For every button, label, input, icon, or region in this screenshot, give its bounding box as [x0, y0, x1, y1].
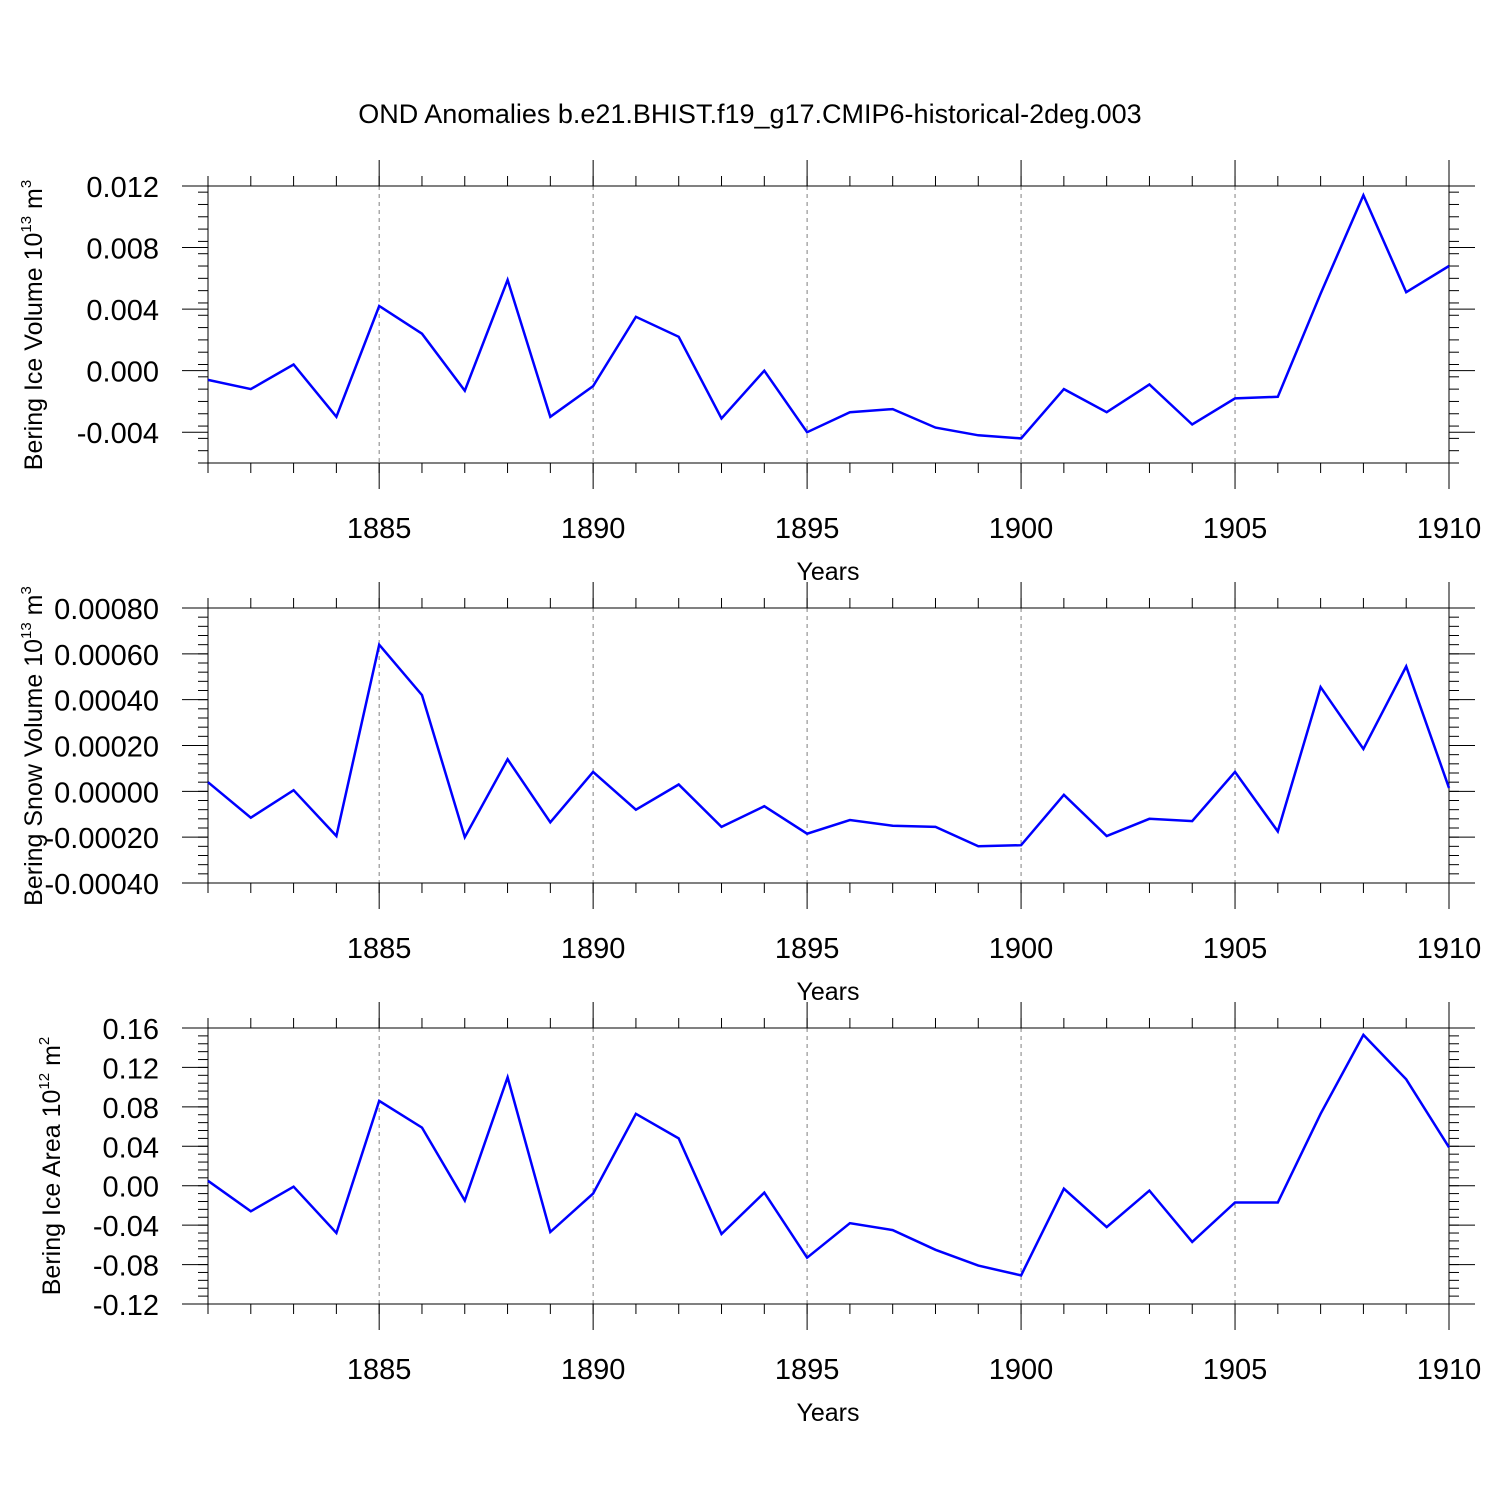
x-axis-label: Years — [796, 978, 859, 1006]
y-tick-label: -0.00040 — [45, 869, 160, 901]
y-tick-label: 0.00 — [103, 1172, 159, 1204]
panel-2: -0.00040 -0.00020 0.00000 0.00020 0.00040 0.0… — [18, 582, 1481, 1006]
plot-frame — [207, 1027, 1450, 1305]
x-tick-label: 1910 — [1417, 513, 1482, 545]
x-tick-label: 1900 — [989, 933, 1054, 965]
x-tick-label: 1905 — [1203, 933, 1268, 965]
x-tick-label: 1895 — [775, 1354, 840, 1386]
x-tick-label: 1895 — [775, 513, 840, 545]
y-tick-label: 0.012 — [86, 172, 159, 204]
y-tick-label: 0.08 — [103, 1093, 159, 1125]
y-tick-label: 0.00080 — [54, 594, 159, 626]
y-tick-label: 0.00040 — [54, 686, 159, 718]
series-line — [207, 1032, 1451, 1277]
y-tick-label: -0.004 — [77, 418, 159, 450]
y-tick-label: 0.00020 — [54, 732, 159, 764]
y-tick-label: -0.00020 — [45, 823, 160, 855]
plot-frame — [207, 185, 1450, 464]
plot-frame — [207, 607, 1450, 884]
figure-title: OND Anomalies b.e21.BHIST.f19_g17.CMIP6-… — [358, 99, 1141, 129]
y-axis-label: Bering Ice Area 1012 m2 — [36, 1037, 66, 1296]
panel-1: -0.004 0.000 0.004 0.008 0.012 1885 1890 1895 19… — [18, 160, 1481, 586]
y-axis-label: Bering Ice Volume 1013 m3 — [18, 180, 48, 470]
x-tick-label: 1905 — [1203, 513, 1268, 545]
y-tick-label: 0.004 — [86, 295, 159, 327]
series-line — [207, 641, 1451, 848]
x-tick-label: 1910 — [1417, 1354, 1482, 1386]
y-tick-label: 0.12 — [103, 1053, 159, 1085]
x-axis-label: Years — [796, 1399, 859, 1427]
x-tick-label: 1890 — [561, 513, 626, 545]
panel-3: -0.12 -0.08 -0.04 0.00 0.04 0.08 0.12 0.16 1885 1… — [36, 1002, 1481, 1427]
y-tick-label: -0.04 — [93, 1211, 159, 1243]
y-tick-label: -0.08 — [93, 1251, 159, 1283]
x-tick-label: 1885 — [347, 513, 412, 545]
y-tick-label: 0.008 — [86, 234, 159, 266]
x-tick-label: 1890 — [561, 1354, 626, 1386]
y-tick-label: 0.000 — [86, 357, 159, 389]
series-line — [207, 192, 1450, 440]
x-axis-label: Years — [796, 558, 859, 586]
x-tick-label: 1905 — [1203, 1354, 1268, 1386]
x-tick-label: 1910 — [1417, 933, 1482, 965]
x-tick-label: 1900 — [989, 513, 1054, 545]
y-tick-label: 0.04 — [103, 1132, 159, 1164]
y-tick-label: 0.16 — [103, 1014, 159, 1046]
y-tick-label: 0.00060 — [54, 640, 159, 672]
y-tick-label: 0.00000 — [54, 777, 159, 809]
x-tick-label: 1885 — [347, 933, 412, 965]
y-axis-label: Bering Snow Volume 1013 m3 — [18, 586, 48, 906]
x-tick-label: 1895 — [775, 933, 840, 965]
y-tick-label: -0.12 — [93, 1290, 159, 1322]
panels: -0.004 0.000 0.004 0.008 0.012 1885 1890 1895 19… — [18, 160, 1481, 1427]
x-tick-label: 1890 — [561, 933, 626, 965]
x-tick-label: 1885 — [347, 1354, 412, 1386]
x-tick-label: 1900 — [989, 1354, 1054, 1386]
